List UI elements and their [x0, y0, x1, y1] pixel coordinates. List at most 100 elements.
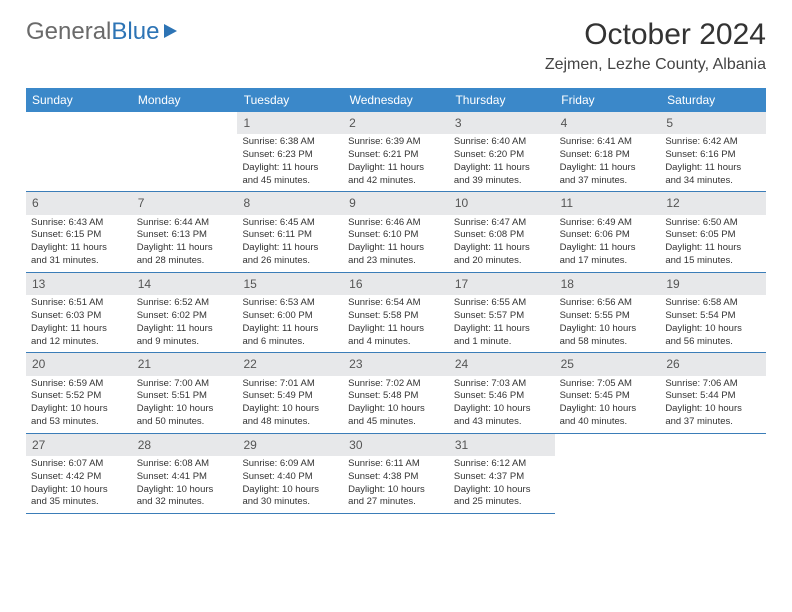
week-row: 20Sunrise: 6:59 AMSunset: 5:52 PMDayligh…: [26, 353, 766, 433]
sunrise-line: Sunrise: 6:47 AM: [454, 217, 550, 230]
day-cell: 1Sunrise: 6:38 AMSunset: 6:23 PMDaylight…: [237, 112, 343, 192]
daylight-line-2: and 30 minutes.: [242, 496, 338, 509]
daylight-line-2: and 58 minutes.: [560, 336, 656, 349]
daylight-line-1: Daylight: 11 hours: [665, 242, 761, 255]
sunrise-line: Sunrise: 6:39 AM: [348, 136, 444, 149]
sunrise-line: Sunrise: 7:05 AM: [560, 378, 656, 391]
day-number: 9: [343, 192, 449, 214]
daylight-line-2: and 48 minutes.: [242, 416, 338, 429]
daylight-line-1: Daylight: 10 hours: [242, 484, 338, 497]
day-cell: 25Sunrise: 7:05 AMSunset: 5:45 PMDayligh…: [555, 353, 661, 433]
daylight-line-2: and 6 minutes.: [242, 336, 338, 349]
sunset-line: Sunset: 6:18 PM: [560, 149, 656, 162]
day-number: 18: [555, 273, 661, 295]
daylight-line-1: Daylight: 11 hours: [454, 162, 550, 175]
daylight-line-2: and 27 minutes.: [348, 496, 444, 509]
sunrise-line: Sunrise: 6:08 AM: [137, 458, 233, 471]
daylight-line-2: and 15 minutes.: [665, 255, 761, 268]
logo-flag-icon: [163, 22, 183, 42]
day-cell: 8Sunrise: 6:45 AMSunset: 6:11 PMDaylight…: [237, 192, 343, 272]
daylight-line-1: Daylight: 10 hours: [348, 403, 444, 416]
day-cell: 14Sunrise: 6:52 AMSunset: 6:02 PMDayligh…: [132, 273, 238, 353]
sunrise-line: Sunrise: 7:03 AM: [454, 378, 550, 391]
day-number: 20: [26, 353, 132, 375]
daylight-line-2: and 40 minutes.: [560, 416, 656, 429]
sunset-line: Sunset: 6:03 PM: [31, 310, 127, 323]
sunset-line: Sunset: 6:02 PM: [137, 310, 233, 323]
daylight-line-1: Daylight: 11 hours: [560, 242, 656, 255]
day-cell: 10Sunrise: 6:47 AMSunset: 6:08 PMDayligh…: [449, 192, 555, 272]
day-number: 14: [132, 273, 238, 295]
day-number: 15: [237, 273, 343, 295]
day-body: Sunrise: 7:00 AMSunset: 5:51 PMDaylight:…: [132, 376, 238, 433]
daylight-line-2: and 17 minutes.: [560, 255, 656, 268]
daylight-line-1: Daylight: 10 hours: [348, 484, 444, 497]
sunset-line: Sunset: 6:21 PM: [348, 149, 444, 162]
weekday-header: Saturday: [661, 88, 766, 112]
daylight-line-2: and 45 minutes.: [348, 416, 444, 429]
day-number: 23: [343, 353, 449, 375]
daylight-line-2: and 20 minutes.: [454, 255, 550, 268]
daylight-line-1: Daylight: 10 hours: [454, 403, 550, 416]
sunrise-line: Sunrise: 6:44 AM: [137, 217, 233, 230]
daylight-line-2: and 12 minutes.: [31, 336, 127, 349]
sunset-line: Sunset: 4:42 PM: [31, 471, 127, 484]
sunset-line: Sunset: 6:11 PM: [242, 229, 338, 242]
sunset-line: Sunset: 6:13 PM: [137, 229, 233, 242]
day-cell: 17Sunrise: 6:55 AMSunset: 5:57 PMDayligh…: [449, 273, 555, 353]
day-body: Sunrise: 6:59 AMSunset: 5:52 PMDaylight:…: [26, 376, 132, 433]
daylight-line-1: Daylight: 11 hours: [242, 162, 338, 175]
day-cell: 29Sunrise: 6:09 AMSunset: 4:40 PMDayligh…: [237, 434, 343, 514]
sunset-line: Sunset: 4:41 PM: [137, 471, 233, 484]
sunrise-line: Sunrise: 6:38 AM: [242, 136, 338, 149]
sunrise-line: Sunrise: 7:02 AM: [348, 378, 444, 391]
daylight-line-1: Daylight: 10 hours: [454, 484, 550, 497]
day-body: Sunrise: 6:55 AMSunset: 5:57 PMDaylight:…: [449, 295, 555, 352]
daylight-line-1: Daylight: 11 hours: [31, 242, 127, 255]
day-number: 31: [449, 434, 555, 456]
day-cell: 18Sunrise: 6:56 AMSunset: 5:55 PMDayligh…: [555, 273, 661, 353]
day-number: 16: [343, 273, 449, 295]
day-number: 10: [449, 192, 555, 214]
day-body: Sunrise: 6:56 AMSunset: 5:55 PMDaylight:…: [555, 295, 661, 352]
sunset-line: Sunset: 6:16 PM: [665, 149, 761, 162]
day-cell: 19Sunrise: 6:58 AMSunset: 5:54 PMDayligh…: [660, 273, 766, 353]
sunrise-line: Sunrise: 6:53 AM: [242, 297, 338, 310]
sunset-line: Sunset: 6:00 PM: [242, 310, 338, 323]
day-body: Sunrise: 6:43 AMSunset: 6:15 PMDaylight:…: [26, 215, 132, 272]
day-body: Sunrise: 6:07 AMSunset: 4:42 PMDaylight:…: [26, 456, 132, 513]
day-body: Sunrise: 6:46 AMSunset: 6:10 PMDaylight:…: [343, 215, 449, 272]
daylight-line-1: Daylight: 11 hours: [560, 162, 656, 175]
sunrise-line: Sunrise: 6:58 AM: [665, 297, 761, 310]
day-cell: 13Sunrise: 6:51 AMSunset: 6:03 PMDayligh…: [26, 273, 132, 353]
sunset-line: Sunset: 6:06 PM: [560, 229, 656, 242]
daylight-line-2: and 39 minutes.: [454, 175, 550, 188]
day-body: Sunrise: 6:38 AMSunset: 6:23 PMDaylight:…: [237, 134, 343, 191]
title-block: October 2024 Zejmen, Lezhe County, Alban…: [545, 18, 766, 74]
daylight-line-2: and 1 minute.: [454, 336, 550, 349]
day-cell: 4 Sunrise: 6:41 AMSunset: 6:18 PMDaylight…: [555, 112, 661, 192]
day-cell: 9Sunrise: 6:46 AMSunset: 6:10 PMDaylight…: [343, 192, 449, 272]
weekday-header-row: SundayMondayTuesdayWednesdayThursdayFrid…: [26, 88, 766, 112]
day-cell: 30Sunrise: 6:11 AMSunset: 4:38 PMDayligh…: [343, 434, 449, 514]
daylight-line-1: Daylight: 10 hours: [242, 403, 338, 416]
day-body: Sunrise: 6:49 AMSunset: 6:06 PMDaylight:…: [555, 215, 661, 272]
daylight-line-1: Daylight: 11 hours: [348, 162, 444, 175]
sunrise-line: Sunrise: 7:00 AM: [137, 378, 233, 391]
day-number: 4: [555, 112, 661, 134]
day-body: Sunrise: 6:09 AMSunset: 4:40 PMDaylight:…: [237, 456, 343, 513]
sunrise-line: Sunrise: 6:09 AM: [242, 458, 338, 471]
sunset-line: Sunset: 5:46 PM: [454, 390, 550, 403]
daylight-line-2: and 43 minutes.: [454, 416, 550, 429]
daylight-line-1: Daylight: 11 hours: [242, 242, 338, 255]
daylight-line-2: and 32 minutes.: [137, 496, 233, 509]
sunrise-line: Sunrise: 6:41 AM: [560, 136, 656, 149]
sunset-line: Sunset: 5:49 PM: [242, 390, 338, 403]
weekday-header: Wednesday: [344, 88, 450, 112]
sunset-line: Sunset: 4:38 PM: [348, 471, 444, 484]
daylight-line-2: and 23 minutes.: [348, 255, 444, 268]
daylight-line-2: and 34 minutes.: [665, 175, 761, 188]
day-number: 25: [555, 353, 661, 375]
day-body: Sunrise: 7:01 AMSunset: 5:49 PMDaylight:…: [237, 376, 343, 433]
day-cell: 26Sunrise: 7:06 AMSunset: 5:44 PMDayligh…: [660, 353, 766, 433]
